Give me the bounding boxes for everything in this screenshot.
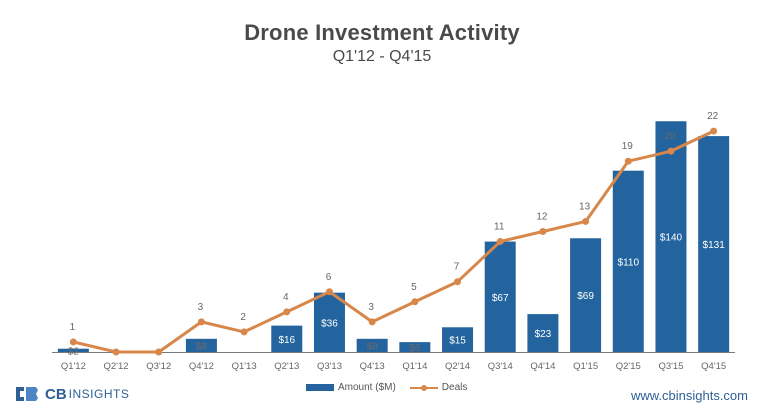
deals-label-14: 20 (664, 131, 676, 142)
x-tick-label-5: Q2'13 (274, 361, 299, 372)
deals-label-11: 12 (536, 212, 548, 223)
deals-point-8 (411, 298, 419, 306)
x-tick-label-13: Q2'15 (616, 361, 641, 372)
deals-point-11 (539, 228, 547, 235)
cb-insights-logo: CB INSIGHTS (14, 385, 129, 403)
bar-10 (484, 241, 516, 352)
deals-label-4: 2 (240, 312, 246, 323)
deals-label-5: 4 (283, 292, 289, 303)
x-tick-label-14: Q3'15 (658, 361, 683, 372)
bar-12 (570, 238, 602, 352)
legend-bar-swatch (306, 384, 334, 391)
logo-insights-text: INSIGHTS (68, 387, 130, 401)
x-tick-label-3: Q4'12 (189, 361, 214, 372)
x-tick-label-2: Q3'12 (146, 361, 171, 372)
website-url[interactable]: www.cbinsights.com (630, 388, 748, 403)
deals-point-9 (454, 278, 462, 286)
bar-14 (655, 121, 687, 352)
deals-point-5 (283, 308, 291, 316)
bar-8 (399, 342, 431, 352)
deals-label-9: 7 (454, 262, 460, 273)
deals-label-13: 19 (622, 141, 634, 152)
legend-line-label: Deals (441, 382, 468, 393)
deals-point-14 (667, 147, 675, 155)
deals-label-8: 5 (411, 282, 417, 293)
x-tick-label-1: Q2'12 (104, 361, 129, 372)
logo-icon (16, 387, 38, 401)
bar-3 (185, 338, 217, 352)
bar-label-6: $36 (321, 318, 338, 329)
deals-label-7: 3 (368, 302, 374, 313)
deals-point-4 (240, 328, 248, 336)
x-tick-label-15: Q4'15 (701, 361, 726, 372)
deals-point-0 (69, 338, 77, 346)
deals-point-7 (368, 318, 376, 326)
bar-0 (57, 348, 89, 352)
legend-bar-label: Amount ($M) (338, 382, 396, 393)
deals-point-10 (496, 238, 504, 246)
x-tick-label-10: Q3'14 (488, 361, 513, 372)
deals-point-2 (155, 348, 163, 356)
logo-cb-text: CB (45, 385, 67, 403)
bar-label-14: $140 (660, 233, 683, 244)
x-tick-label-4: Q1'13 (232, 361, 257, 372)
bar-15 (698, 136, 730, 352)
bar-9 (442, 327, 474, 352)
legend: Amount ($M) Deals (306, 382, 467, 393)
deals-point-6 (325, 288, 333, 296)
deals-label-10: 11 (494, 222, 505, 233)
x-tick-label-0: Q1'12 (61, 361, 86, 372)
deals-point-3 (197, 318, 205, 326)
deals-label-6: 6 (326, 272, 332, 283)
bar-6 (313, 292, 345, 352)
bar-5 (271, 325, 303, 352)
deals-point-1 (112, 348, 120, 356)
bar-label-0: $2 (68, 346, 80, 357)
deals-label-12: 13 (579, 201, 591, 212)
bar-11 (527, 314, 559, 352)
deals-point-13 (624, 157, 632, 165)
bar-label-10: $67 (492, 293, 509, 304)
bar-label-7: $8 (367, 341, 379, 352)
bar-7 (356, 338, 388, 352)
deals-point-15 (710, 127, 718, 135)
x-tick-label-9: Q2'14 (445, 361, 470, 372)
deals-label-0: 1 (70, 322, 76, 333)
bar-label-5: $16 (278, 335, 295, 346)
x-tick-label-6: Q3'13 (317, 361, 342, 372)
x-tick-label-12: Q1'15 (573, 361, 598, 372)
deals-line (73, 129, 715, 354)
chart-title: Drone Investment Activity (244, 20, 520, 45)
bar-13 (612, 170, 644, 352)
bar-label-13: $110 (618, 257, 640, 268)
bar-label-8: $6 (409, 343, 421, 354)
bar-label-15: $131 (703, 240, 726, 251)
x-tick-label-8: Q1'14 (402, 361, 427, 372)
chart-subtitle: Q1'12 - Q4'15 (332, 48, 432, 65)
bar-label-3: $8 (196, 341, 208, 352)
deals-label-3: 3 (198, 302, 204, 313)
bar-label-9: $15 (449, 336, 466, 347)
bar-label-12: $69 (577, 291, 594, 302)
x-tick-label-11: Q4'14 (530, 361, 555, 372)
deals-label-15: 22 (707, 111, 719, 122)
bar-label-11: $23 (535, 329, 552, 340)
x-tick-label-7: Q4'13 (360, 361, 385, 372)
legend-line-swatch (409, 383, 438, 393)
deals-point-12 (582, 217, 590, 225)
